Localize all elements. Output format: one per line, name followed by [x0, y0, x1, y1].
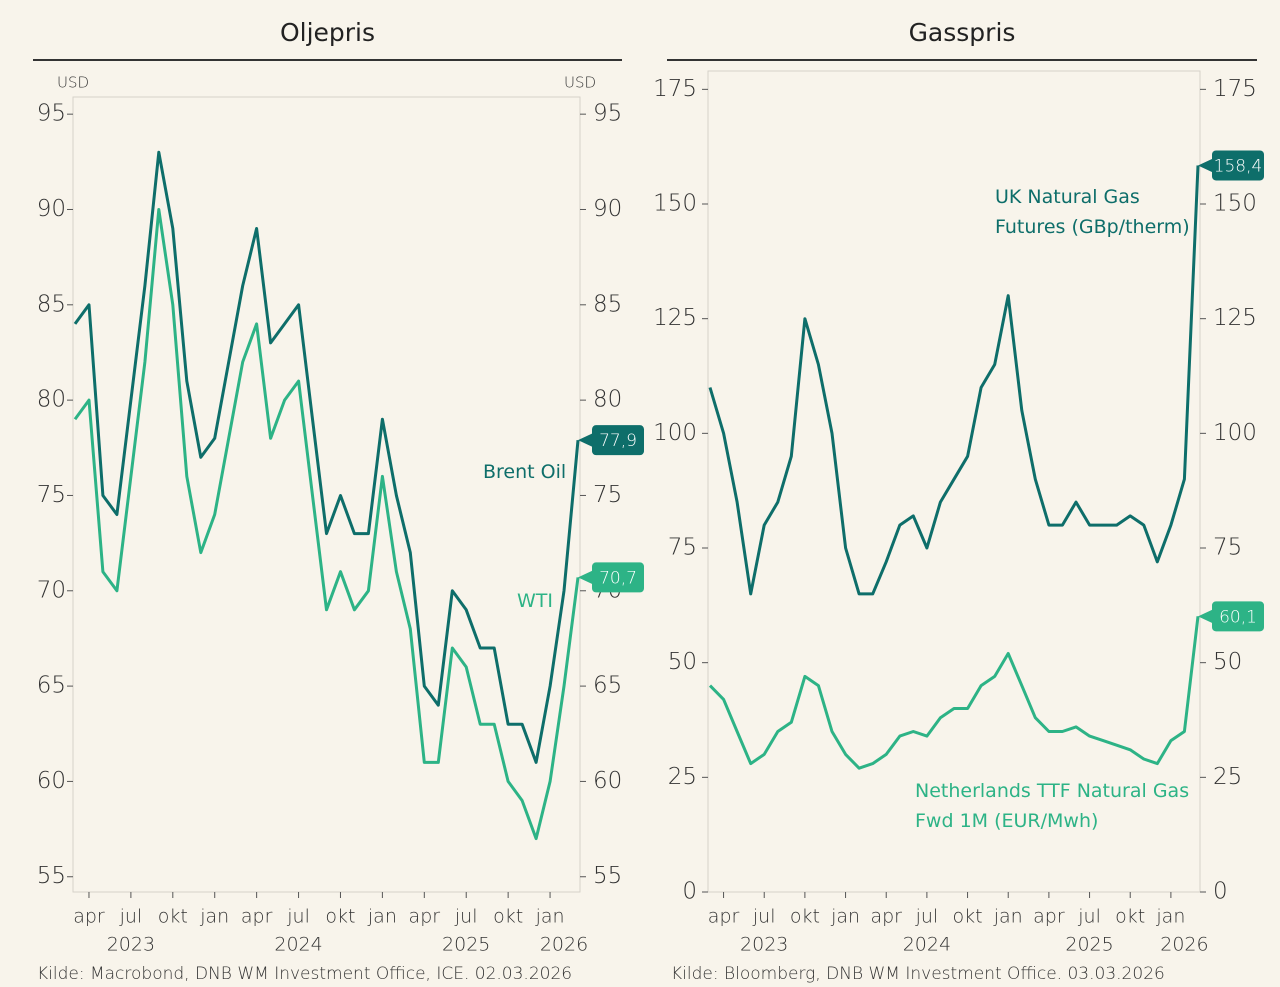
- y-tick-label: 60: [37, 768, 66, 794]
- y-tick-label: 50: [668, 649, 697, 675]
- callout-box: [1212, 601, 1264, 632]
- callout-pointer: [1198, 158, 1213, 173]
- y2-tick-label: 55: [593, 863, 622, 889]
- value-label: 60,1: [1219, 607, 1257, 627]
- x-tick-label: jan: [1155, 906, 1185, 928]
- callout-box: [592, 562, 644, 593]
- y2-tick-label: 0: [1213, 879, 1228, 905]
- series-label-box: UK Natural Gas Futures (GBp/therm): [995, 186, 1190, 238]
- y-tick-label: 95: [37, 101, 66, 127]
- y2-tick-label: 80: [593, 387, 622, 413]
- x-tick-label: jan: [199, 906, 229, 928]
- y2-tick-label: 85: [593, 291, 622, 317]
- x-tick-label: jul: [286, 906, 310, 928]
- x-tick-label: okt: [790, 906, 820, 928]
- x-tick-label: jul: [915, 906, 939, 928]
- callout-pointer: [578, 570, 593, 585]
- callout-pointer: [1198, 609, 1213, 624]
- year-label: 2025: [442, 934, 490, 956]
- y-tick-label: 90: [37, 196, 66, 222]
- series-line: [708, 165, 1200, 596]
- x-tick-label: okt: [1115, 906, 1145, 928]
- y-tick-label: 85: [37, 291, 66, 317]
- series-line: [708, 616, 1200, 770]
- series-label: Brent Oil: [483, 461, 567, 483]
- plot-frame: [707, 70, 1201, 893]
- y-tick-label: 100: [653, 420, 697, 446]
- x-tick-label: jan: [993, 906, 1023, 928]
- year-label: 2026: [1160, 934, 1208, 956]
- x-tick-label: apr: [708, 906, 740, 928]
- x-tick-label: jul: [454, 906, 478, 928]
- y2-tick-label: 50: [1213, 649, 1242, 675]
- y2-tick-label: 60: [593, 768, 622, 794]
- y2-tick-label: 90: [593, 196, 622, 222]
- x-tick-label: okt: [325, 906, 355, 928]
- y2-tick-label: 75: [1213, 535, 1242, 561]
- plot-frame: [72, 96, 581, 893]
- y2-unit: USD: [564, 74, 596, 92]
- y-tick-label: 70: [37, 577, 66, 603]
- value-label: 77,9: [599, 431, 637, 451]
- y-tick-label: 125: [653, 305, 697, 331]
- callout-pointer: [578, 433, 593, 448]
- series-line: [73, 150, 580, 764]
- x-tick-label: apr: [409, 906, 441, 928]
- year-label: 2025: [1065, 934, 1113, 956]
- x-tick-label: jul: [752, 906, 776, 928]
- series-label-box: Brent Oil: [483, 461, 567, 483]
- value-label: 158,4: [1214, 156, 1263, 176]
- x-tick-label: jan: [830, 906, 860, 928]
- x-tick-label: jul: [119, 906, 143, 928]
- year-label: 2023: [107, 934, 155, 956]
- year-label: 2023: [740, 934, 788, 956]
- y2-tick-label: 100: [1213, 420, 1257, 446]
- callout-box: [1212, 150, 1264, 181]
- y2-tick-label: 125: [1213, 305, 1257, 331]
- y-unit: USD: [57, 74, 89, 92]
- series-label-box: WTI: [517, 590, 553, 612]
- x-tick-label: okt: [953, 906, 983, 928]
- y2-tick-label: 65: [593, 673, 622, 699]
- year-label: 2024: [274, 934, 322, 956]
- x-tick-label: apr: [870, 906, 902, 928]
- y-tick-label: 75: [37, 482, 66, 508]
- y2-tick-label: 150: [1213, 191, 1257, 217]
- x-tick-label: jan: [535, 906, 565, 928]
- x-tick-label: apr: [241, 906, 273, 928]
- x-tick-label: okt: [158, 906, 188, 928]
- x-tick-label: apr: [1033, 906, 1065, 928]
- y2-tick-label: 25: [1213, 764, 1242, 790]
- y-tick-label: 150: [653, 191, 697, 217]
- x-tick-label: jan: [367, 906, 397, 928]
- series-label: WTI: [517, 590, 553, 612]
- y-tick-label: 55: [37, 863, 66, 889]
- y-tick-label: 175: [653, 76, 697, 102]
- y-tick-label: 25: [668, 764, 697, 790]
- chart-title: Gasspris: [909, 18, 1016, 47]
- y2-tick-label: 95: [593, 101, 622, 127]
- y2-tick-label: 75: [593, 482, 622, 508]
- x-tick-label: jul: [1077, 906, 1101, 928]
- callout-box: [592, 425, 644, 456]
- chart-title: Oljepris: [280, 18, 375, 47]
- y-tick-label: 0: [682, 879, 697, 905]
- series-label: Netherlands TTF Natural Gas Fwd 1M (EUR/…: [915, 780, 1190, 832]
- year-label: 2026: [540, 934, 588, 956]
- source-note: Kilde: Bloomberg, DNB WM Investment Offi…: [671, 964, 1165, 984]
- series-label: UK Natural Gas Futures (GBp/therm): [995, 186, 1190, 238]
- series-line: [73, 208, 580, 841]
- source-note: Kilde: Macrobond, DNB WM Investment Offi…: [37, 964, 572, 984]
- y2-tick-label: 175: [1213, 76, 1257, 102]
- y-tick-label: 65: [37, 673, 66, 699]
- value-label: 70,7: [599, 568, 637, 588]
- y-tick-label: 80: [37, 387, 66, 413]
- x-tick-label: okt: [493, 906, 523, 928]
- series-label-box: Netherlands TTF Natural Gas Fwd 1M (EUR/…: [915, 780, 1190, 832]
- year-label: 2024: [903, 934, 951, 956]
- y-tick-label: 75: [668, 535, 697, 561]
- x-tick-label: apr: [73, 906, 105, 928]
